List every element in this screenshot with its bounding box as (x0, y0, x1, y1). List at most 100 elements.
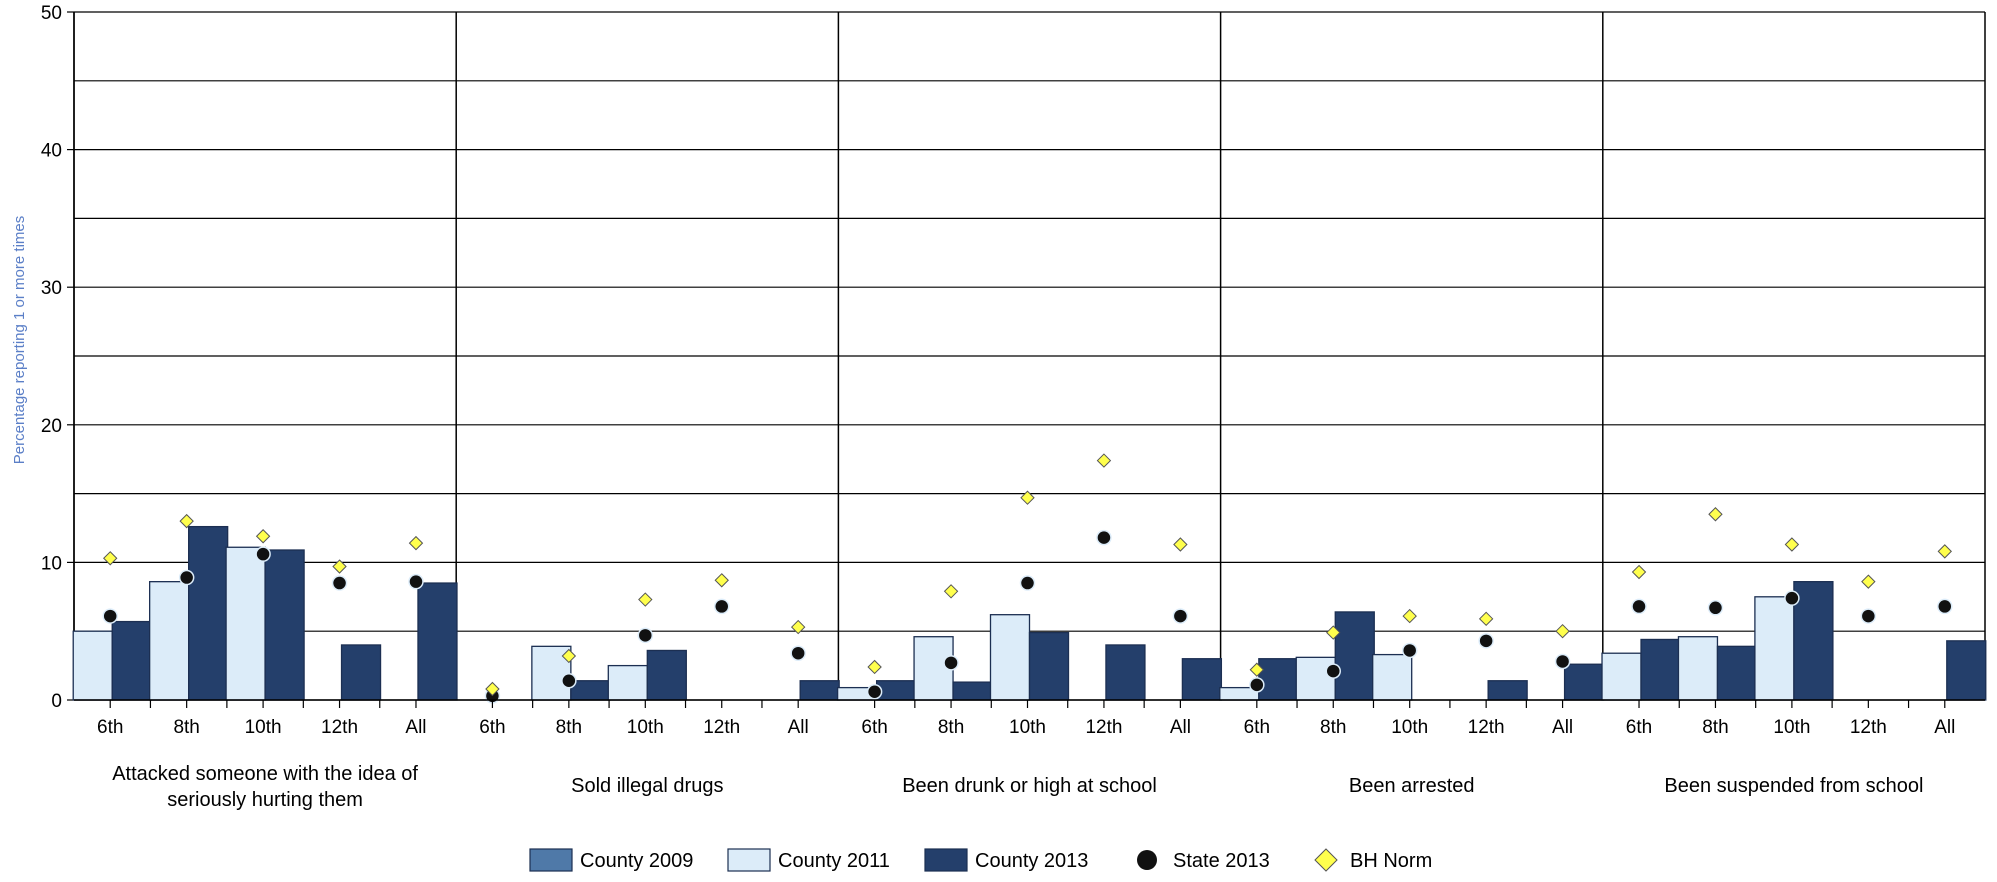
x-tick-label: 6th (861, 717, 887, 738)
legend-label: County 2009 (580, 850, 693, 872)
legend-swatch (924, 848, 968, 872)
county2013-bar (1793, 581, 1834, 701)
bh-norm-marker (408, 535, 424, 551)
state-2013-dot (331, 575, 348, 591)
state-2013-dot (1019, 575, 1036, 591)
county2011-bar (149, 581, 190, 701)
x-tick-label: 8th (1702, 717, 1728, 738)
legend-swatch (529, 848, 573, 872)
bh-norm-marker (1173, 537, 1188, 552)
x-tick-label: 12th (1468, 717, 1505, 738)
bh-norm-marker (1249, 662, 1265, 677)
y-tick-label: 30 (41, 278, 62, 299)
bh-norm-marker (1402, 608, 1417, 624)
bh-norm-marker (561, 648, 577, 664)
county2013-bar (1563, 663, 1605, 701)
county2013-bar (340, 644, 382, 701)
county2013-bar (188, 525, 229, 701)
legend-swatch (727, 848, 771, 872)
x-tick-label: 12th (321, 717, 358, 738)
y-axis: 0 10 20 30 40 50 (41, 3, 75, 712)
state-2013-dot (1172, 608, 1189, 624)
county2013-bar (1181, 658, 1223, 701)
county2013-bar (1334, 611, 1375, 701)
gridlines (73, 11, 1986, 701)
legend: County 2009 County 2011 County 2013 State 2… (529, 848, 1432, 872)
bh-norm-marker (943, 584, 959, 599)
bh-norm-marker (1020, 490, 1035, 505)
group-label: Been drunk or high at school (902, 775, 1157, 797)
county2013-bar (570, 680, 611, 701)
state-2013-dot (1707, 600, 1724, 616)
bh-norm-marker (1708, 507, 1723, 522)
bh-norm-marker (714, 573, 729, 588)
county2013-bar (1028, 631, 1070, 701)
x-tick-label: All (1934, 717, 1955, 738)
x-tick-label: 12th (1085, 717, 1122, 738)
x-tick-label: 6th (1626, 717, 1652, 738)
bh-norm-marker (255, 529, 271, 544)
group-label: Been suspended from school (1664, 775, 1923, 797)
county2011-bar (1372, 653, 1413, 701)
x-tick-label: 8th (556, 717, 582, 738)
bh-norm-marker (867, 659, 882, 675)
x-axis: 6th 8th 10th 12th All Attacked someone with t… (74, 699, 1985, 811)
bh-norm-marker (1937, 544, 1952, 559)
county2013-bar (111, 620, 152, 701)
bh-norm-marker (332, 559, 347, 574)
county2011-bar (225, 546, 266, 701)
x-tick-label: All (1552, 717, 1573, 738)
state-2013-dot (561, 672, 577, 689)
county2011-bar (1677, 636, 1719, 701)
bh-norm-marker (1555, 623, 1570, 639)
state-2013-dot (1554, 653, 1571, 670)
chart-marks (72, 453, 1987, 704)
x-tick-label: 10th (1009, 717, 1046, 738)
x-tick-label: All (405, 717, 426, 738)
bh-norm-marker (1631, 564, 1647, 580)
county2013-bar (1487, 680, 1528, 701)
state-2013-dot (866, 683, 883, 700)
state-2013-dot (1860, 608, 1877, 624)
x-tick-label: 12th (703, 717, 740, 738)
county2011-bar (989, 614, 1031, 701)
county2013-bar (1258, 658, 1299, 701)
x-tick-label: 6th (97, 717, 123, 738)
state-2013-dot (408, 573, 424, 590)
county2013-bar (417, 582, 458, 701)
x-tick-label: 6th (479, 717, 505, 738)
group-label: Sold illegal drugs (571, 775, 723, 797)
legend-label: State 2013 (1173, 850, 1270, 872)
state-2013-dot (713, 598, 730, 615)
group-label: Attacked someone with the idea of (112, 763, 418, 785)
y-tick-label: 10 (41, 553, 62, 574)
state-2013-dot (943, 655, 959, 671)
state-2013-dot (1249, 677, 1265, 693)
x-tick-label: 6th (1244, 717, 1270, 738)
state-2013-dot (1401, 642, 1418, 659)
x-tick-label: 8th (1320, 717, 1346, 738)
y-tick-label: 50 (41, 3, 62, 24)
county2011-bar (1754, 596, 1795, 701)
bh-norm-marker (1326, 625, 1341, 640)
x-tick-label: 10th (1391, 717, 1428, 738)
county2013-bar (875, 680, 917, 701)
x-tick-label: 10th (245, 717, 282, 738)
x-tick-label: All (788, 717, 809, 738)
state-2013-dot (790, 645, 806, 661)
bh-norm-marker (1861, 574, 1876, 589)
y-tick-label: 0 (51, 691, 62, 712)
bh-norm-marker (638, 592, 653, 607)
bh-norm-marker (1096, 453, 1112, 468)
bh-norm-marker (790, 619, 806, 635)
county2013-bar (952, 681, 993, 701)
x-tick-label: 10th (1773, 717, 1810, 738)
county2011-bar (1601, 652, 1642, 701)
x-tick-label: 8th (173, 717, 199, 738)
bh-norm-marker (103, 551, 118, 566)
bh-norm-marker (179, 513, 194, 529)
x-tick-label: 10th (627, 717, 664, 738)
state-2013-dot (178, 569, 195, 586)
bh-norm-marker (1478, 611, 1494, 627)
